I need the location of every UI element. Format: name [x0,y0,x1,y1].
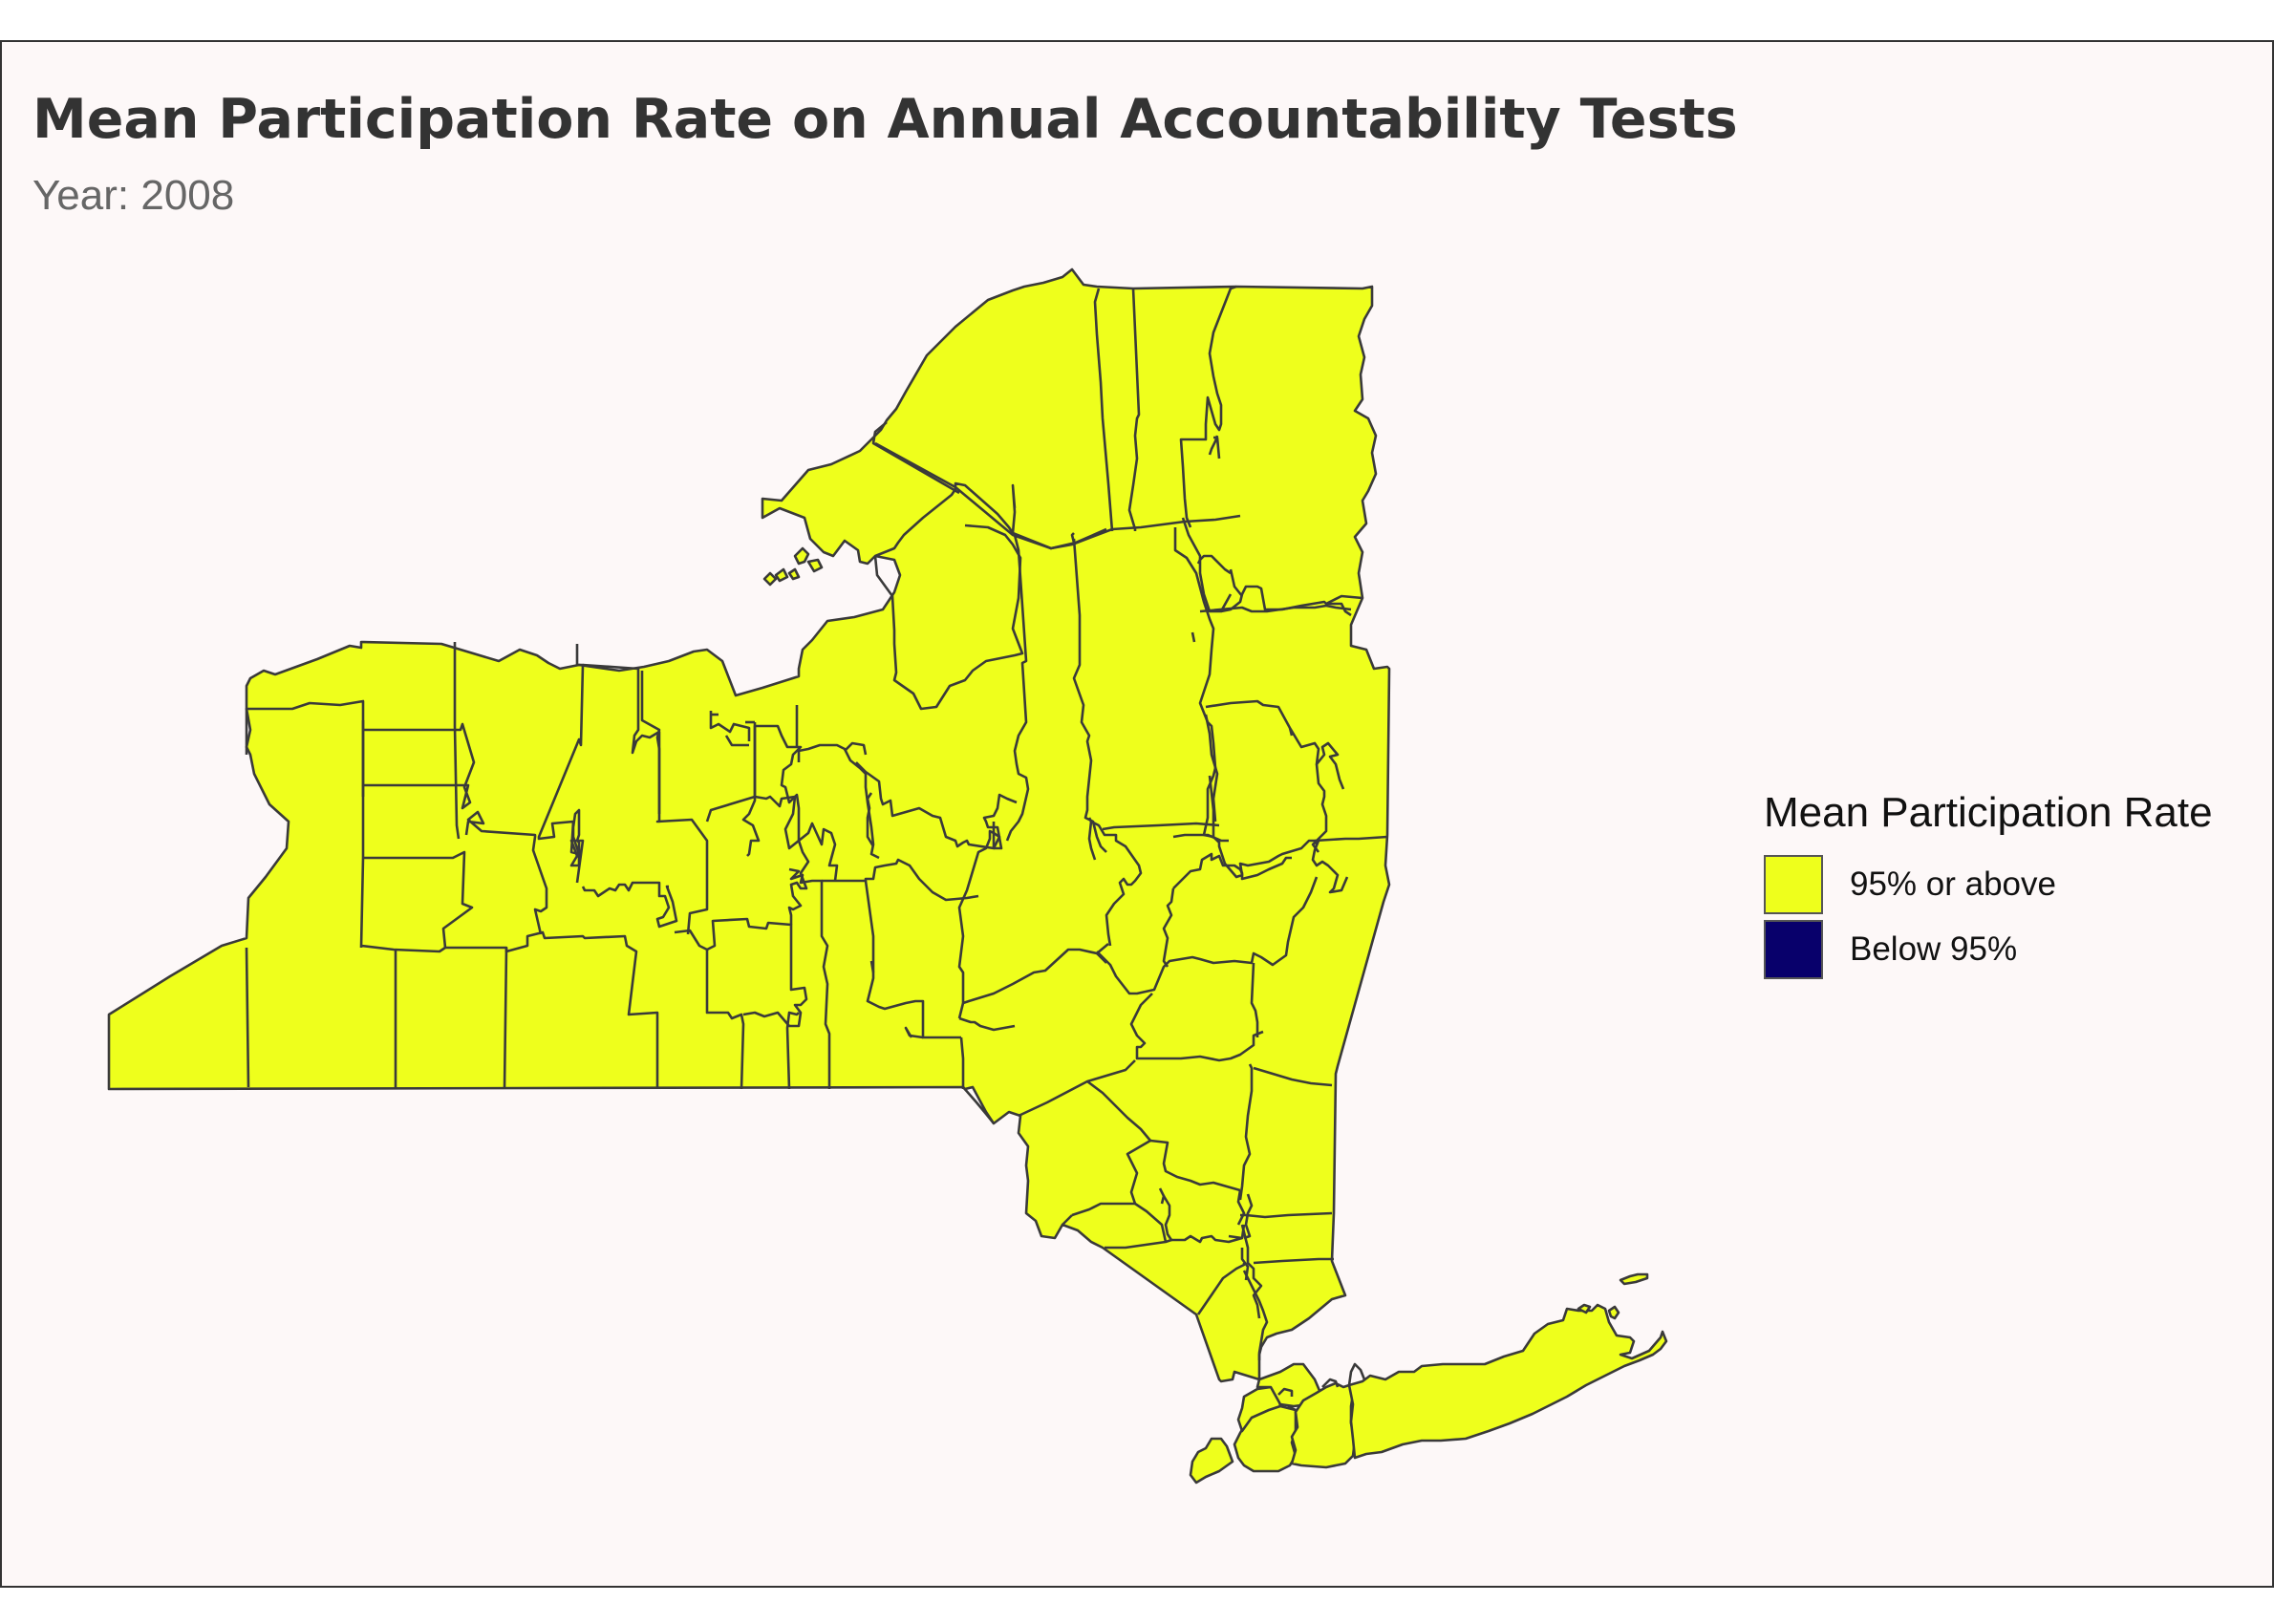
legend-item-95-or-above: 95% or above [1764,852,2213,917]
legend-swatch-95-or-above [1764,855,1823,914]
legend-title: Mean Participation Rate [1764,789,2213,836]
legend-label-95-or-above: 95% or above [1850,865,2056,903]
legend-swatch-below-95 [1764,920,1823,979]
state-mainland [107,267,1391,1383]
legend-label-below-95: Below 95% [1850,930,2018,968]
county-suffolk [1347,1303,1668,1460]
legend-item-below-95: Below 95% [1764,917,2213,982]
chart-subtitle: Year: 2008 [32,172,235,219]
chart-title: Mean Participation Rate on Annual Accoun… [32,88,1738,151]
county-richmond [1189,1437,1234,1485]
legend: Mean Participation Rate 95% or above Bel… [1764,789,2213,982]
